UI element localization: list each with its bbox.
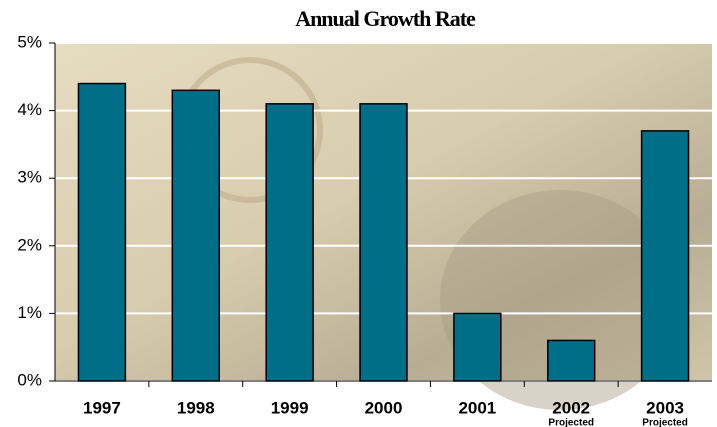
x-tick-label: 2000: [365, 398, 403, 417]
x-tick-sublabel: Projected: [548, 418, 594, 427]
y-tick-label: 1%: [17, 303, 42, 322]
x-tick-label: 1999: [271, 398, 309, 417]
y-tick-label: 4%: [17, 100, 42, 119]
y-tick-label: 0%: [17, 370, 42, 389]
bar: [547, 339, 596, 382]
bar: [265, 103, 314, 382]
x-tick-sublabel: Projected: [642, 418, 688, 427]
x-tick-label: 2002: [552, 398, 590, 417]
y-tick-label: 5%: [17, 32, 42, 51]
chart-title: Annual Growth Rate: [295, 6, 476, 31]
x-tick-label: 1997: [83, 398, 121, 417]
bar: [171, 89, 220, 382]
x-tick-label: 1998: [177, 398, 215, 417]
x-tick-label: 2001: [458, 398, 496, 417]
bar: [359, 103, 408, 382]
bar: [453, 312, 502, 382]
bar: [640, 130, 690, 382]
x-tick-label: 2003: [646, 398, 684, 417]
bar: [77, 82, 127, 382]
y-tick-label: 3%: [17, 168, 42, 187]
y-tick-label: 2%: [17, 235, 42, 254]
